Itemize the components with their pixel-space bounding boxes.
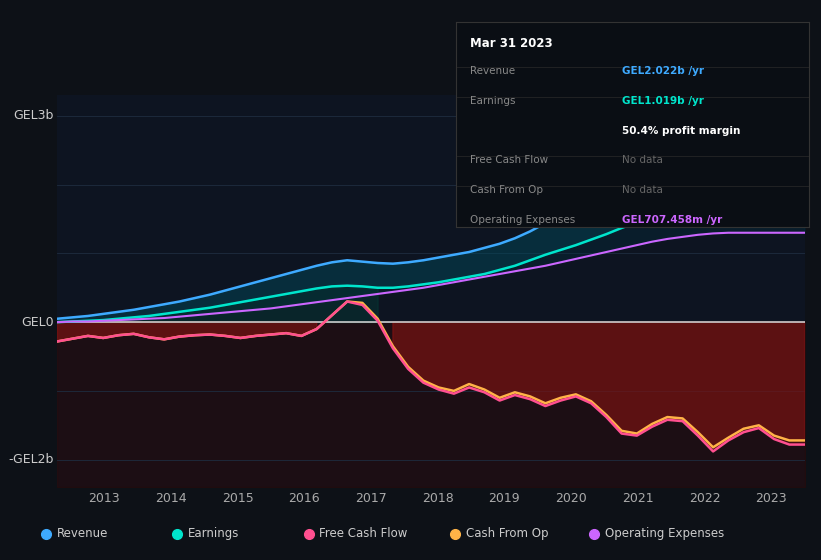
Text: No data: No data	[621, 155, 663, 165]
Text: GEL1.019b /yr: GEL1.019b /yr	[621, 96, 704, 106]
Text: Revenue: Revenue	[470, 66, 515, 76]
Text: Revenue: Revenue	[57, 528, 108, 540]
Text: Free Cash Flow: Free Cash Flow	[470, 155, 548, 165]
Text: Cash From Op: Cash From Op	[470, 185, 543, 195]
Text: Earnings: Earnings	[470, 96, 516, 106]
Text: No data: No data	[621, 185, 663, 195]
Text: Operating Expenses: Operating Expenses	[470, 214, 575, 225]
Text: GEL0: GEL0	[21, 316, 53, 329]
Text: -GEL2b: -GEL2b	[8, 453, 53, 466]
Text: Cash From Op: Cash From Op	[466, 528, 548, 540]
Text: Operating Expenses: Operating Expenses	[605, 528, 724, 540]
Text: GEL707.458m /yr: GEL707.458m /yr	[621, 214, 722, 225]
Text: Mar 31 2023: Mar 31 2023	[470, 37, 553, 50]
Text: 50.4% profit margin: 50.4% profit margin	[621, 125, 740, 136]
Text: Earnings: Earnings	[188, 528, 240, 540]
Text: GEL2.022b /yr: GEL2.022b /yr	[621, 66, 704, 76]
Text: GEL3b: GEL3b	[13, 109, 53, 122]
Text: Free Cash Flow: Free Cash Flow	[319, 528, 408, 540]
